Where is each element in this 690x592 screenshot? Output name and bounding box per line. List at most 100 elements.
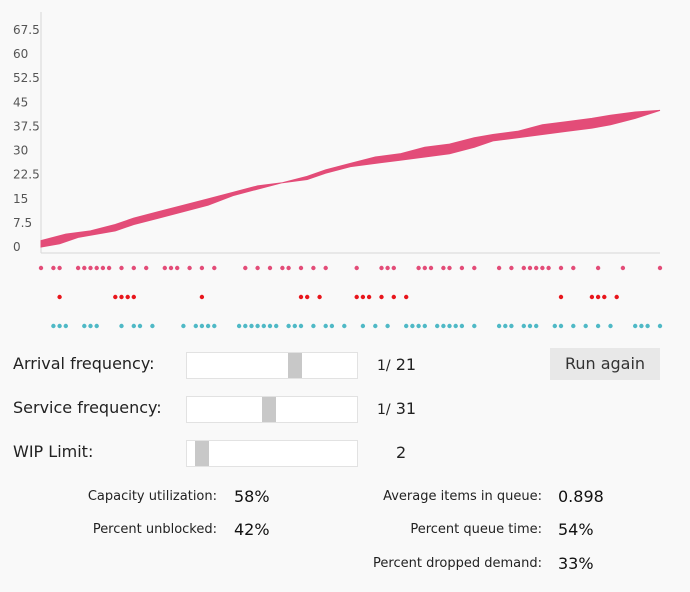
blocked-event-dot <box>286 323 291 329</box>
percent-queue-time-label: Percent queue time: <box>410 522 542 537</box>
y-tick-label: 60 <box>13 47 28 61</box>
blocked-event-dot <box>181 323 186 329</box>
arrival-event-dot <box>428 265 434 271</box>
blocked-event-dot <box>94 323 99 329</box>
blocked-event-dot <box>88 323 93 329</box>
blocked-event-dot <box>63 323 68 329</box>
y-tick-label: 15 <box>13 192 28 206</box>
blocked-event-dot <box>82 323 87 329</box>
blocked-event-dot <box>608 323 613 329</box>
blocked-event-dot <box>261 323 266 329</box>
service-frequency-thumb[interactable] <box>262 397 276 422</box>
service-frequency-slider[interactable] <box>186 396 358 423</box>
percent-dropped-demand-value: 33% <box>558 554 594 573</box>
arrival-frequency-slider[interactable] <box>186 352 358 379</box>
arrival-event-dot <box>416 265 421 271</box>
percent-unblocked-label: Percent unblocked: <box>92 522 217 537</box>
arrival-event-dot <box>243 265 248 271</box>
blocked-event-dot <box>404 323 409 329</box>
blocked-event-dot <box>459 323 465 329</box>
blocked-event-dot <box>193 323 198 329</box>
blocked-event-dot <box>119 323 124 329</box>
arrival-event-dot <box>255 265 260 271</box>
run-again-button[interactable]: Run again <box>550 348 660 380</box>
y-tick-label: 0 <box>13 240 21 254</box>
y-tick-label: 37.5 <box>13 119 40 133</box>
percent-dropped-demand-label: Percent dropped demand: <box>373 556 542 571</box>
arrival-event-dot <box>558 265 564 271</box>
arrival-event-dot <box>144 265 149 271</box>
service-event-dot <box>119 294 124 300</box>
blocked-event-dot <box>51 323 56 329</box>
arrival-event-dot <box>323 265 328 271</box>
blocked-event-dot <box>558 323 564 329</box>
arrival-event-dot <box>75 265 81 271</box>
wip-limit-slider[interactable] <box>186 440 358 467</box>
blocked-event-dot <box>57 323 62 329</box>
blocked-event-dot <box>496 323 502 329</box>
blocked-event-dot <box>360 323 366 329</box>
blocked-event-dot <box>267 323 273 329</box>
blocked-event-dot <box>441 323 446 329</box>
arrival-event-dot <box>379 265 384 271</box>
blocked-event-dot <box>150 323 155 329</box>
arrival-event-dot <box>385 265 390 271</box>
blocked-event-dot <box>639 323 644 329</box>
blocked-event-dot <box>645 323 650 329</box>
blocked-event-dot <box>329 323 335 329</box>
arrival-event-dot <box>286 265 291 271</box>
arrival-frequency-number: 21 <box>395 355 417 374</box>
queue-area <box>40 109 661 248</box>
percent-unblocked-value: 42% <box>234 520 270 539</box>
arrival-event-dot <box>280 265 285 271</box>
blocked-event-dot <box>435 323 440 329</box>
service-frequency-number: 31 <box>395 399 417 418</box>
y-tick-label: 45 <box>13 95 28 109</box>
service-event-dot <box>366 294 372 300</box>
service-event-dot <box>404 294 409 300</box>
blocked-event-dot <box>236 323 242 329</box>
blocked-event-dot <box>137 323 143 329</box>
blocked-event-dot <box>583 323 588 329</box>
event-dot-rows <box>38 265 663 329</box>
service-event-dot <box>305 294 310 300</box>
blocked-event-dot <box>534 323 539 329</box>
blocked-event-dot <box>422 323 427 329</box>
arrival-event-dot <box>267 265 273 271</box>
service-frequency-value: 1/ 31 <box>377 399 416 418</box>
service-event-dot <box>595 294 601 300</box>
arrival-frequency-thumb[interactable] <box>288 353 302 378</box>
arrival-event-dot <box>509 265 514 271</box>
blocked-event-dot <box>527 323 533 329</box>
arrival-event-dot <box>94 265 99 271</box>
arrival-event-dot <box>82 265 87 271</box>
blocked-event-dot <box>342 323 347 329</box>
arrival-event-dot <box>521 265 526 271</box>
blocked-event-dot <box>298 323 304 329</box>
arrival-event-dot <box>496 265 502 271</box>
arrival-event-dot <box>546 265 551 271</box>
wip-limit-value: 2 <box>396 443 407 462</box>
service-event-dot <box>113 294 118 300</box>
arrival-frequency-prefix: 1/ <box>377 358 391 374</box>
arrival-event-dot <box>106 265 112 271</box>
blocked-event-dot <box>373 323 378 329</box>
service-frequency-label: Service frequency: <box>13 398 162 417</box>
blocked-event-dot <box>416 323 421 329</box>
average-items-in-queue-label: Average items in queue: <box>383 489 542 504</box>
arrival-event-dot <box>534 265 539 271</box>
service-event-dot <box>57 294 62 300</box>
blocked-event-dot <box>249 323 254 329</box>
blocked-event-dot <box>410 323 415 329</box>
arrival-event-dot <box>459 265 465 271</box>
blocked-event-dot <box>509 323 514 329</box>
arrival-event-dot <box>131 265 136 271</box>
cumulative-flow-chart: 67.5 60 52.5 45 37.5 30 22.5 15 7.5 0 <box>13 12 663 329</box>
wip-limit-thumb[interactable] <box>195 441 209 466</box>
service-event-dot <box>298 294 304 300</box>
arrival-event-dot <box>199 265 205 271</box>
arrival-event-dot <box>391 265 396 271</box>
blocked-event-dot <box>472 323 477 329</box>
blocked-event-dot <box>633 323 638 329</box>
wip-limit-label: WIP Limit: <box>13 442 94 461</box>
